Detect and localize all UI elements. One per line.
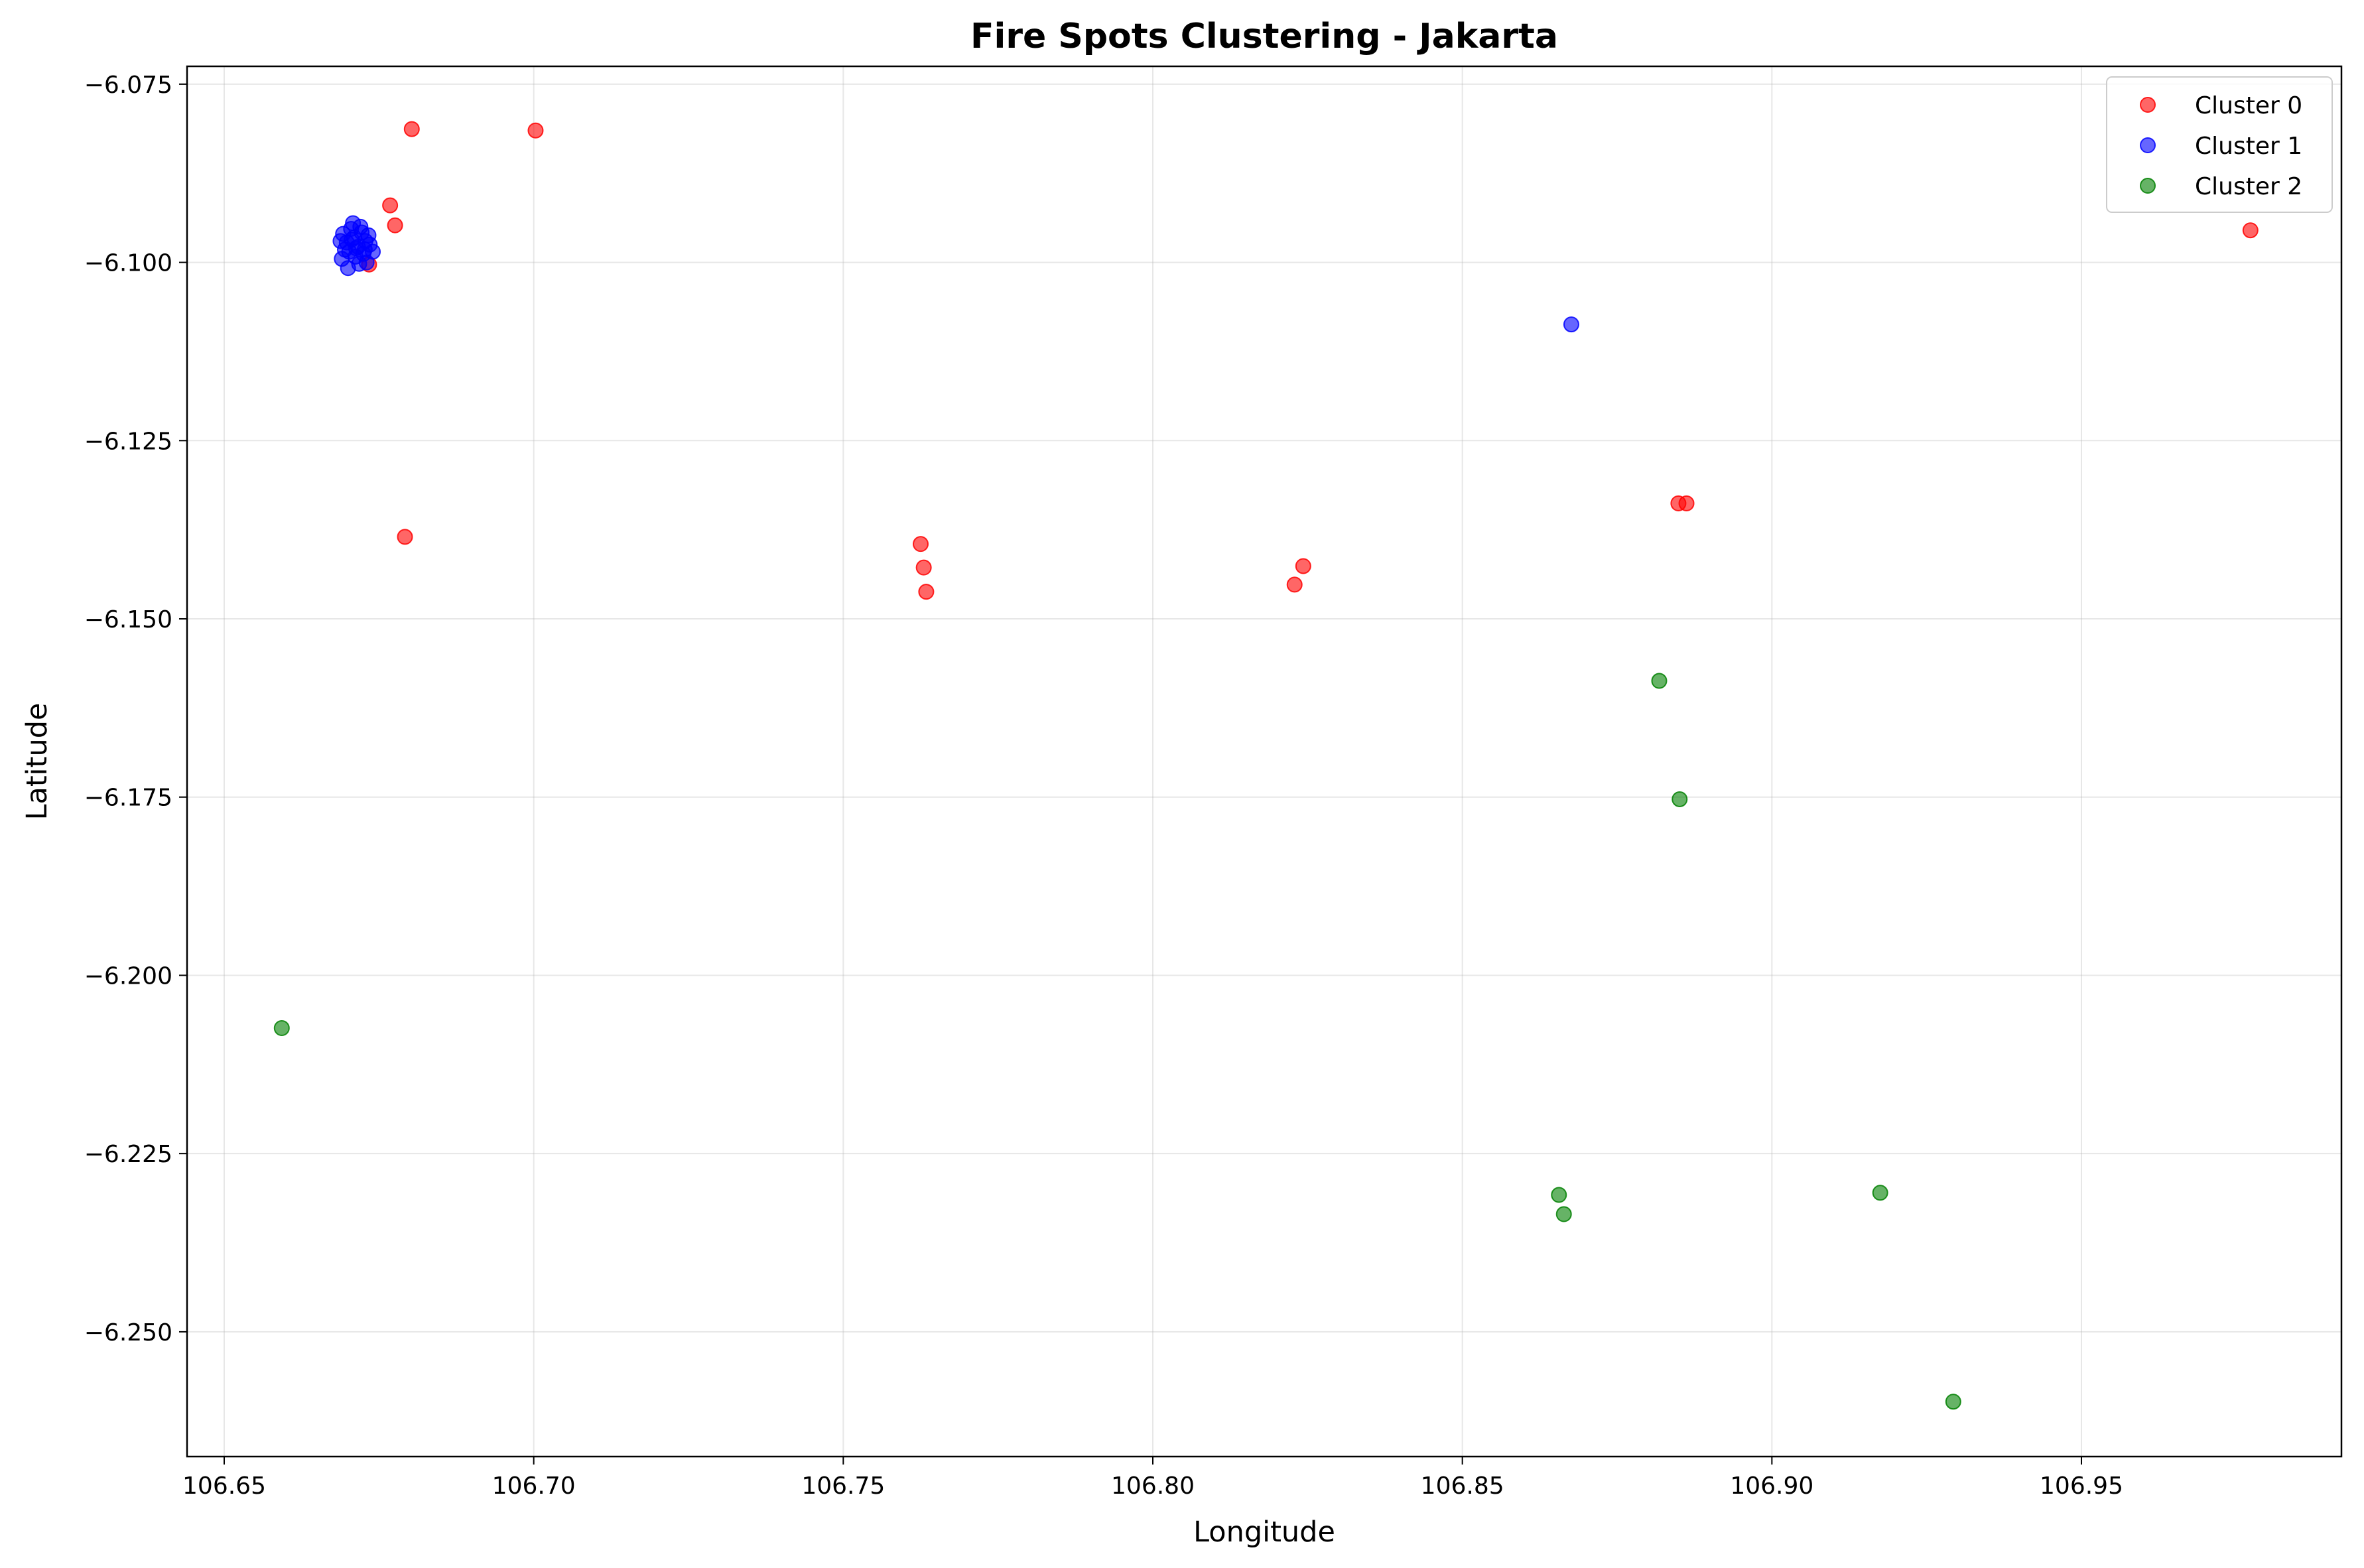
- data-point: [1678, 495, 1695, 511]
- data-point: [1295, 558, 1311, 574]
- data-points: [273, 121, 2259, 1410]
- legend: Cluster 0 Cluster 1 Cluster 2: [2106, 76, 2333, 213]
- data-point: [1555, 1206, 1572, 1222]
- data-point: [2242, 222, 2259, 239]
- x-tick-label: 106.75: [801, 1472, 885, 1500]
- data-point: [344, 231, 360, 248]
- data-point: [340, 260, 356, 277]
- data-point: [1551, 1187, 1567, 1203]
- data-point: [1672, 791, 1688, 807]
- data-point: [1945, 1394, 1961, 1410]
- x-tick-label: 106.90: [1730, 1472, 1813, 1500]
- series-cluster-2: [273, 673, 1961, 1410]
- plot-frame: [186, 65, 2343, 1458]
- y-tick-label: −6.125: [84, 428, 172, 455]
- x-tick-label: 106.80: [1111, 1472, 1195, 1500]
- data-point: [527, 122, 544, 139]
- data-point: [1651, 673, 1668, 689]
- x-tick-label: 106.70: [492, 1472, 576, 1500]
- y-tick-label: −6.200: [84, 962, 172, 990]
- data-point: [1872, 1185, 1888, 1201]
- y-tick-label: −6.175: [84, 785, 172, 812]
- legend-label: Cluster 1: [2195, 133, 2302, 160]
- y-tick-label: −6.150: [84, 606, 172, 633]
- data-point: [273, 1020, 290, 1037]
- data-point: [1286, 576, 1303, 593]
- data-point: [360, 227, 377, 243]
- y-tick-label: −6.250: [84, 1319, 172, 1346]
- y-axis-label: Latitude: [21, 703, 54, 820]
- chart-title: Fire Spots Clustering - Jakarta: [970, 17, 1558, 56]
- data-point: [356, 241, 373, 258]
- data-point: [387, 217, 403, 233]
- legend-marker: [2140, 137, 2156, 153]
- grid: [187, 66, 2341, 1457]
- data-point: [918, 584, 935, 600]
- data-point: [403, 121, 420, 137]
- y-tick-label: −6.075: [84, 72, 172, 99]
- legend-marker: [2140, 178, 2156, 194]
- legend-box: [2106, 76, 2333, 213]
- legend-label: Cluster 2: [2195, 173, 2302, 200]
- x-tick-label: 106.85: [1421, 1472, 1504, 1500]
- data-point: [913, 536, 929, 553]
- y-tick-label: −6.225: [84, 1141, 172, 1168]
- series-cluster-1: [332, 215, 1579, 333]
- legend-marker: [2140, 97, 2156, 113]
- legend-label: Cluster 0: [2195, 92, 2302, 119]
- data-point: [397, 529, 413, 545]
- x-tick-label: 106.65: [182, 1472, 266, 1500]
- y-tick-label: −6.100: [84, 250, 172, 277]
- data-point: [1563, 316, 1579, 333]
- x-tick-label: 106.95: [2040, 1472, 2123, 1500]
- axis-ticks: 106.65 106.70 106.75 106.80 106.85 106.90 106.…: [84, 72, 2123, 1500]
- data-point: [915, 559, 932, 576]
- x-axis-label: Longitude: [1193, 1516, 1335, 1549]
- data-point: [382, 197, 399, 214]
